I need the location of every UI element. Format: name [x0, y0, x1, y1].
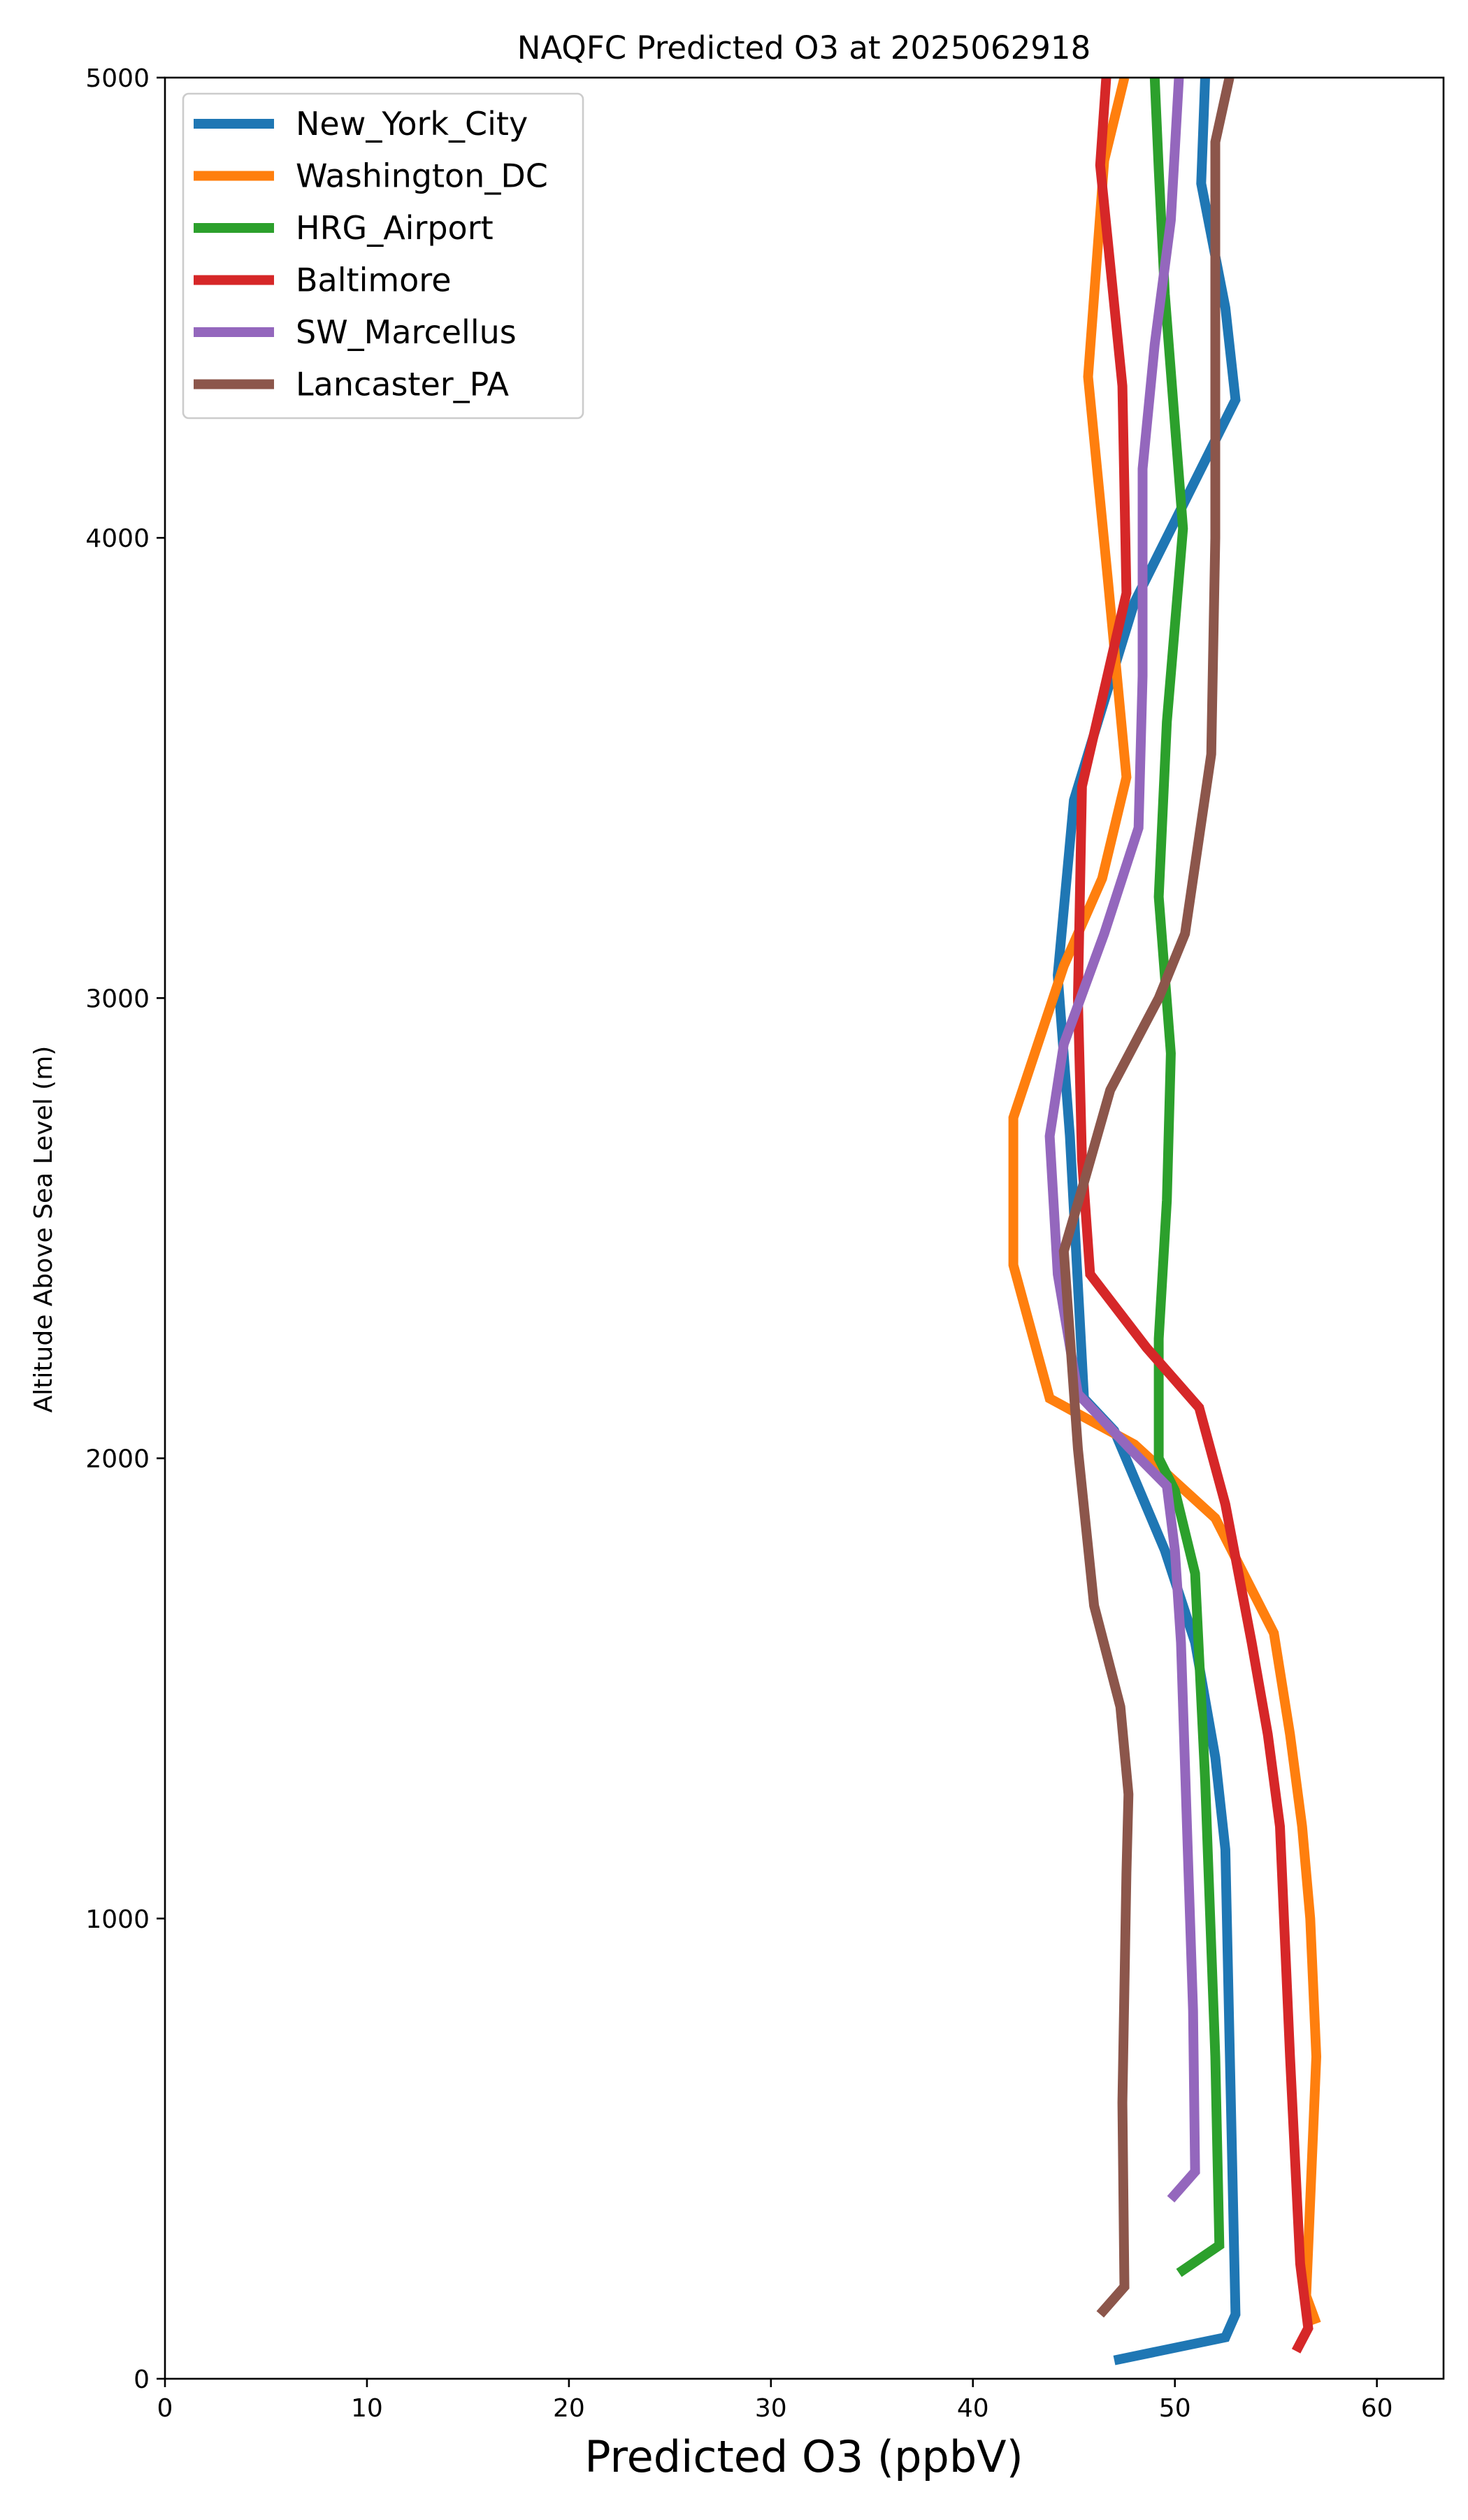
- tick-layer: 0 10 20 30 40 50 60 0 1000 2000 3000 4000 5000: [85, 64, 1393, 2423]
- x-tick-label: 40: [957, 2394, 989, 2423]
- plot-frame: [164, 76, 1445, 2380]
- x-tick-label: 20: [553, 2394, 585, 2423]
- series-line-lancaster-pa: [1058, 78, 1235, 2318]
- legend-label-sw-marcellus: SW_Marcellus: [296, 313, 517, 351]
- legend-label-washington-dc: Washington_DC: [296, 157, 548, 195]
- y-tick-label: 5000: [85, 64, 150, 93]
- y-tick-label: 0: [134, 2365, 150, 2394]
- x-tick-label: 0: [157, 2394, 173, 2423]
- y-tick-label: 3000: [85, 985, 150, 1013]
- y-tick-label: 1000: [85, 1905, 150, 1934]
- series-layer: [1008, 78, 1322, 2365]
- legend-label-baltimore: Baltimore: [296, 262, 452, 299]
- y-tick-label: 4000: [85, 524, 150, 553]
- legend-items: New_York_City Washington_DC HRG_Airport Bal…: [194, 105, 548, 403]
- y-tick-label: 2000: [85, 1445, 150, 1474]
- legend-label-hrg-airport: HRG_Airport: [296, 209, 494, 247]
- x-tick-label: 10: [351, 2394, 383, 2423]
- legend-label-lancaster-pa: Lancaster_PA: [296, 366, 509, 403]
- x-axis-label: Predicted O3 (ppbV): [584, 2431, 1023, 2482]
- series-line-baltimore: [1072, 78, 1314, 2354]
- legend-box: [182, 92, 584, 420]
- series-line-washington-dc: [1008, 78, 1322, 2326]
- series-line-hrg-airport: [1149, 78, 1225, 2277]
- x-tick-label: 50: [1159, 2394, 1191, 2423]
- x-tick-label: 60: [1361, 2394, 1393, 2423]
- y-axis-label: Altitude Above Sea Level (m): [29, 1046, 58, 1413]
- x-tick-label: 30: [755, 2394, 787, 2423]
- chart-title: NAQFC Predicted O3 at 2025062918: [517, 29, 1091, 66]
- legend-label-new-york-city: New_York_City: [296, 105, 528, 143]
- series-line-sw-marcellus: [1044, 78, 1200, 2203]
- legend: New_York_City Washington_DC HRG_Airport Bal…: [182, 92, 584, 420]
